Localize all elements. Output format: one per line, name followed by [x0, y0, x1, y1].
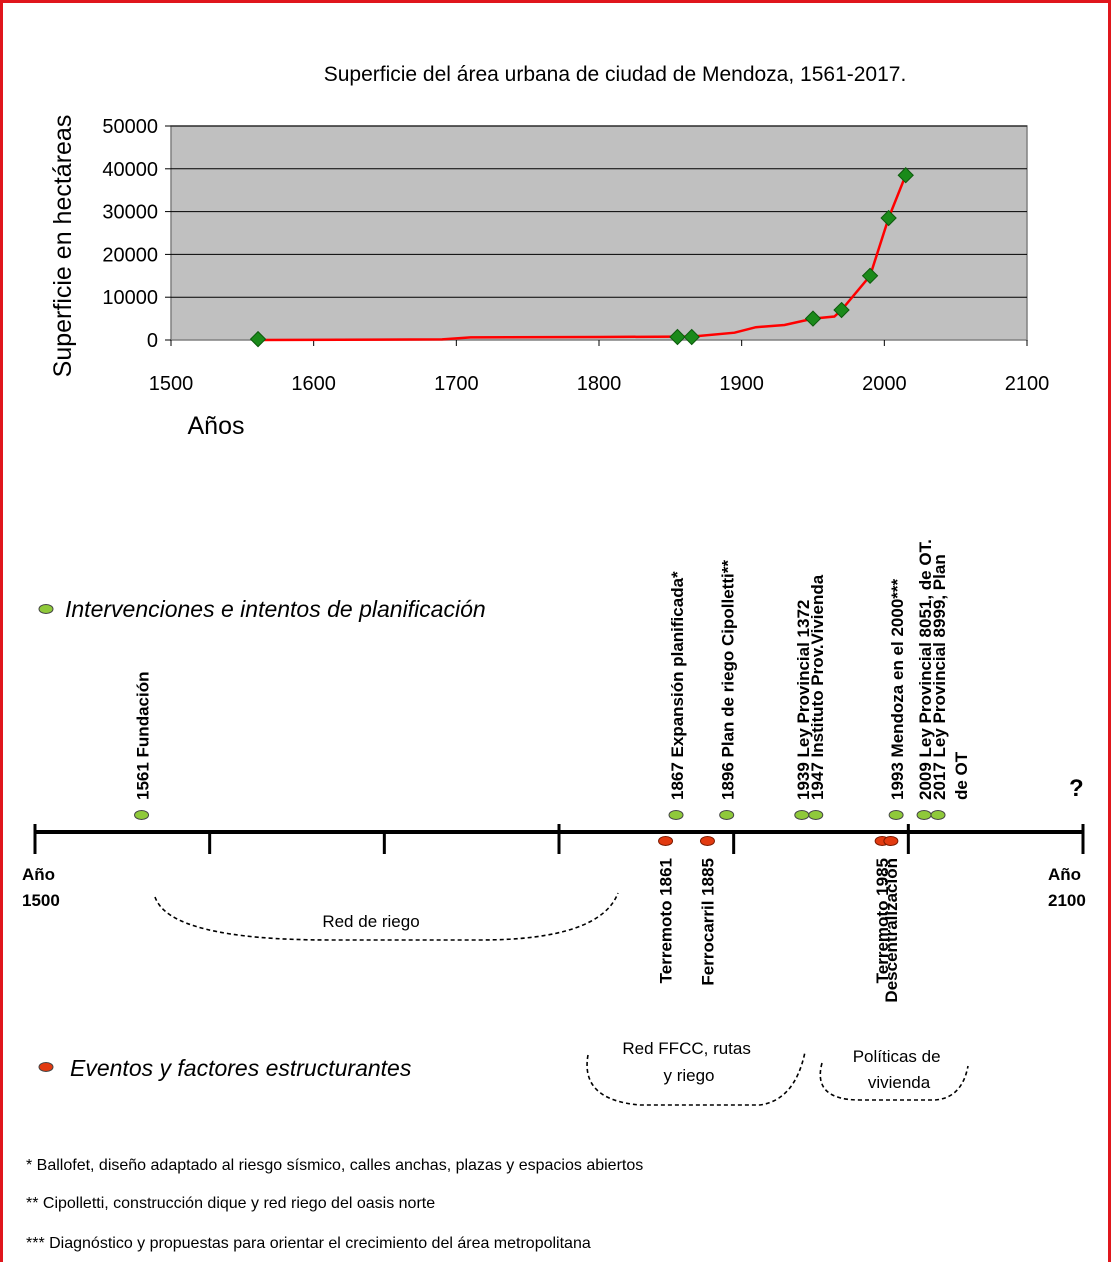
event-dot — [699, 836, 715, 846]
intervention-label: 1561 Fundación — [134, 672, 153, 800]
x-tick-label: 1900 — [719, 373, 764, 395]
footnote-2: ** Cipolletti, construcción dique y red … — [26, 1195, 435, 1212]
intervention-dot — [808, 810, 824, 820]
intervention-dot — [719, 810, 735, 820]
intervention-label: 2009 Ley Provincial 8051, de OT. — [916, 539, 935, 800]
x-tick-label: 1600 — [291, 373, 336, 395]
intervention-label: 2017 Ley Provincial 8999, Plan de OT — [930, 554, 971, 800]
event-label: Ferrocarril 1885 — [698, 858, 717, 986]
series-line — [257, 174, 907, 342]
footnotes: * Ballofet, diseño adaptado al riesgo sí… — [26, 1157, 643, 1252]
y-tick-label: 20000 — [102, 244, 158, 266]
intervention-dot — [888, 810, 904, 820]
data-point-marker — [880, 209, 897, 227]
data-point-marker — [249, 330, 267, 348]
y-tick-label: 40000 — [102, 159, 158, 181]
period-bracket-vivienda — [819, 1062, 969, 1101]
y-tick-label: 0 — [147, 330, 158, 352]
period-bracket-ffcc — [586, 1051, 806, 1106]
intervention-label: 1867 Expansión planificada* — [668, 571, 687, 800]
intervention-dot — [134, 810, 150, 820]
legend: Intervenciones e intentos de planificaci… — [38, 596, 486, 1081]
intervention-label: 1947 Instituto Prov.Vivienda — [808, 574, 827, 800]
timeline-end-label: Año 2100 — [1048, 865, 1086, 910]
legend-events-label: Eventos y factores estructurantes — [70, 1055, 412, 1081]
period-label-vivienda: Políticas de vivienda — [853, 1047, 946, 1092]
event-label: Terremoto 1861 — [657, 858, 676, 983]
data-point-marker — [833, 301, 850, 319]
x-tick-label: 2100 — [1005, 373, 1050, 395]
legend-intervention-dot — [38, 604, 54, 614]
footnote-3: *** Diagnóstico y propuestas para orient… — [26, 1235, 591, 1252]
x-tick-label: 1700 — [434, 373, 479, 395]
event-dot — [658, 836, 674, 846]
data-point-marker — [897, 167, 914, 184]
gridlines — [171, 125, 1027, 298]
event-dot — [883, 836, 899, 846]
x-tick-label: 1500 — [149, 373, 194, 395]
plot-area — [170, 125, 1028, 341]
data-point-marker — [683, 328, 700, 346]
interventions: 1561 Fundación 1867 Expansión planificada… — [134, 539, 971, 820]
series-markers — [249, 167, 914, 348]
intervention-dot — [794, 810, 810, 820]
y-tick-label: 50000 — [102, 116, 158, 138]
future-question-mark: ? — [1069, 775, 1084, 802]
timeline-start-label: Año 1500 — [22, 865, 60, 910]
x-tick-label: 2000 — [862, 373, 907, 395]
footnote-1: * Ballofet, diseño adaptado al riesgo sí… — [26, 1157, 643, 1174]
data-point-marker — [861, 267, 879, 285]
legend-event-dot — [38, 1062, 54, 1072]
x-axis-label: Años — [188, 412, 245, 440]
intervention-dot — [668, 810, 684, 820]
growth-chart: Superficie del área urbana de ciudad de … — [49, 63, 1049, 440]
x-axis-ticks: 1500 1600 1700 1800 1900 2000 2100 — [149, 340, 1050, 395]
events: Terremoto 1861 Ferrocarril 1885 Terremoto … — [657, 836, 901, 1003]
timeline: Año 1500 Año 2100 ? 1561 Fundación 1867 E… — [22, 539, 1086, 1106]
chart-title: Superficie del área urbana de ciudad de … — [324, 63, 907, 86]
event-label: Descentralización — [882, 858, 901, 1003]
period-label-riego: Red de riego — [322, 912, 419, 931]
intervention-dot — [930, 810, 946, 820]
intervention-label: 1896 Plan de riego Cipolletti** — [719, 560, 738, 800]
period-label-ffcc: Red FFCC, rutas y riego — [622, 1039, 755, 1085]
y-axis-ticks: 0 10000 20000 30000 40000 50000 — [102, 116, 171, 352]
y-tick-label: 10000 — [102, 287, 158, 309]
event-label: Terremoto 1985 — [873, 858, 892, 983]
intervention-label: 1993 Mendoza en el 2000*** — [888, 578, 907, 800]
intervention-dot — [916, 810, 932, 820]
data-point-marker — [669, 328, 686, 346]
y-tick-label: 30000 — [102, 202, 158, 224]
data-point-marker — [804, 310, 822, 327]
y-axis-label: Superficie en hectáreas — [49, 115, 77, 378]
intervention-label: 1939 Ley Provincial 1372 — [794, 600, 813, 800]
timeline-ticks — [33, 824, 1085, 854]
legend-interventions-label: Intervenciones e intentos de planificaci… — [65, 596, 486, 622]
x-tick-label: 1800 — [577, 373, 622, 395]
